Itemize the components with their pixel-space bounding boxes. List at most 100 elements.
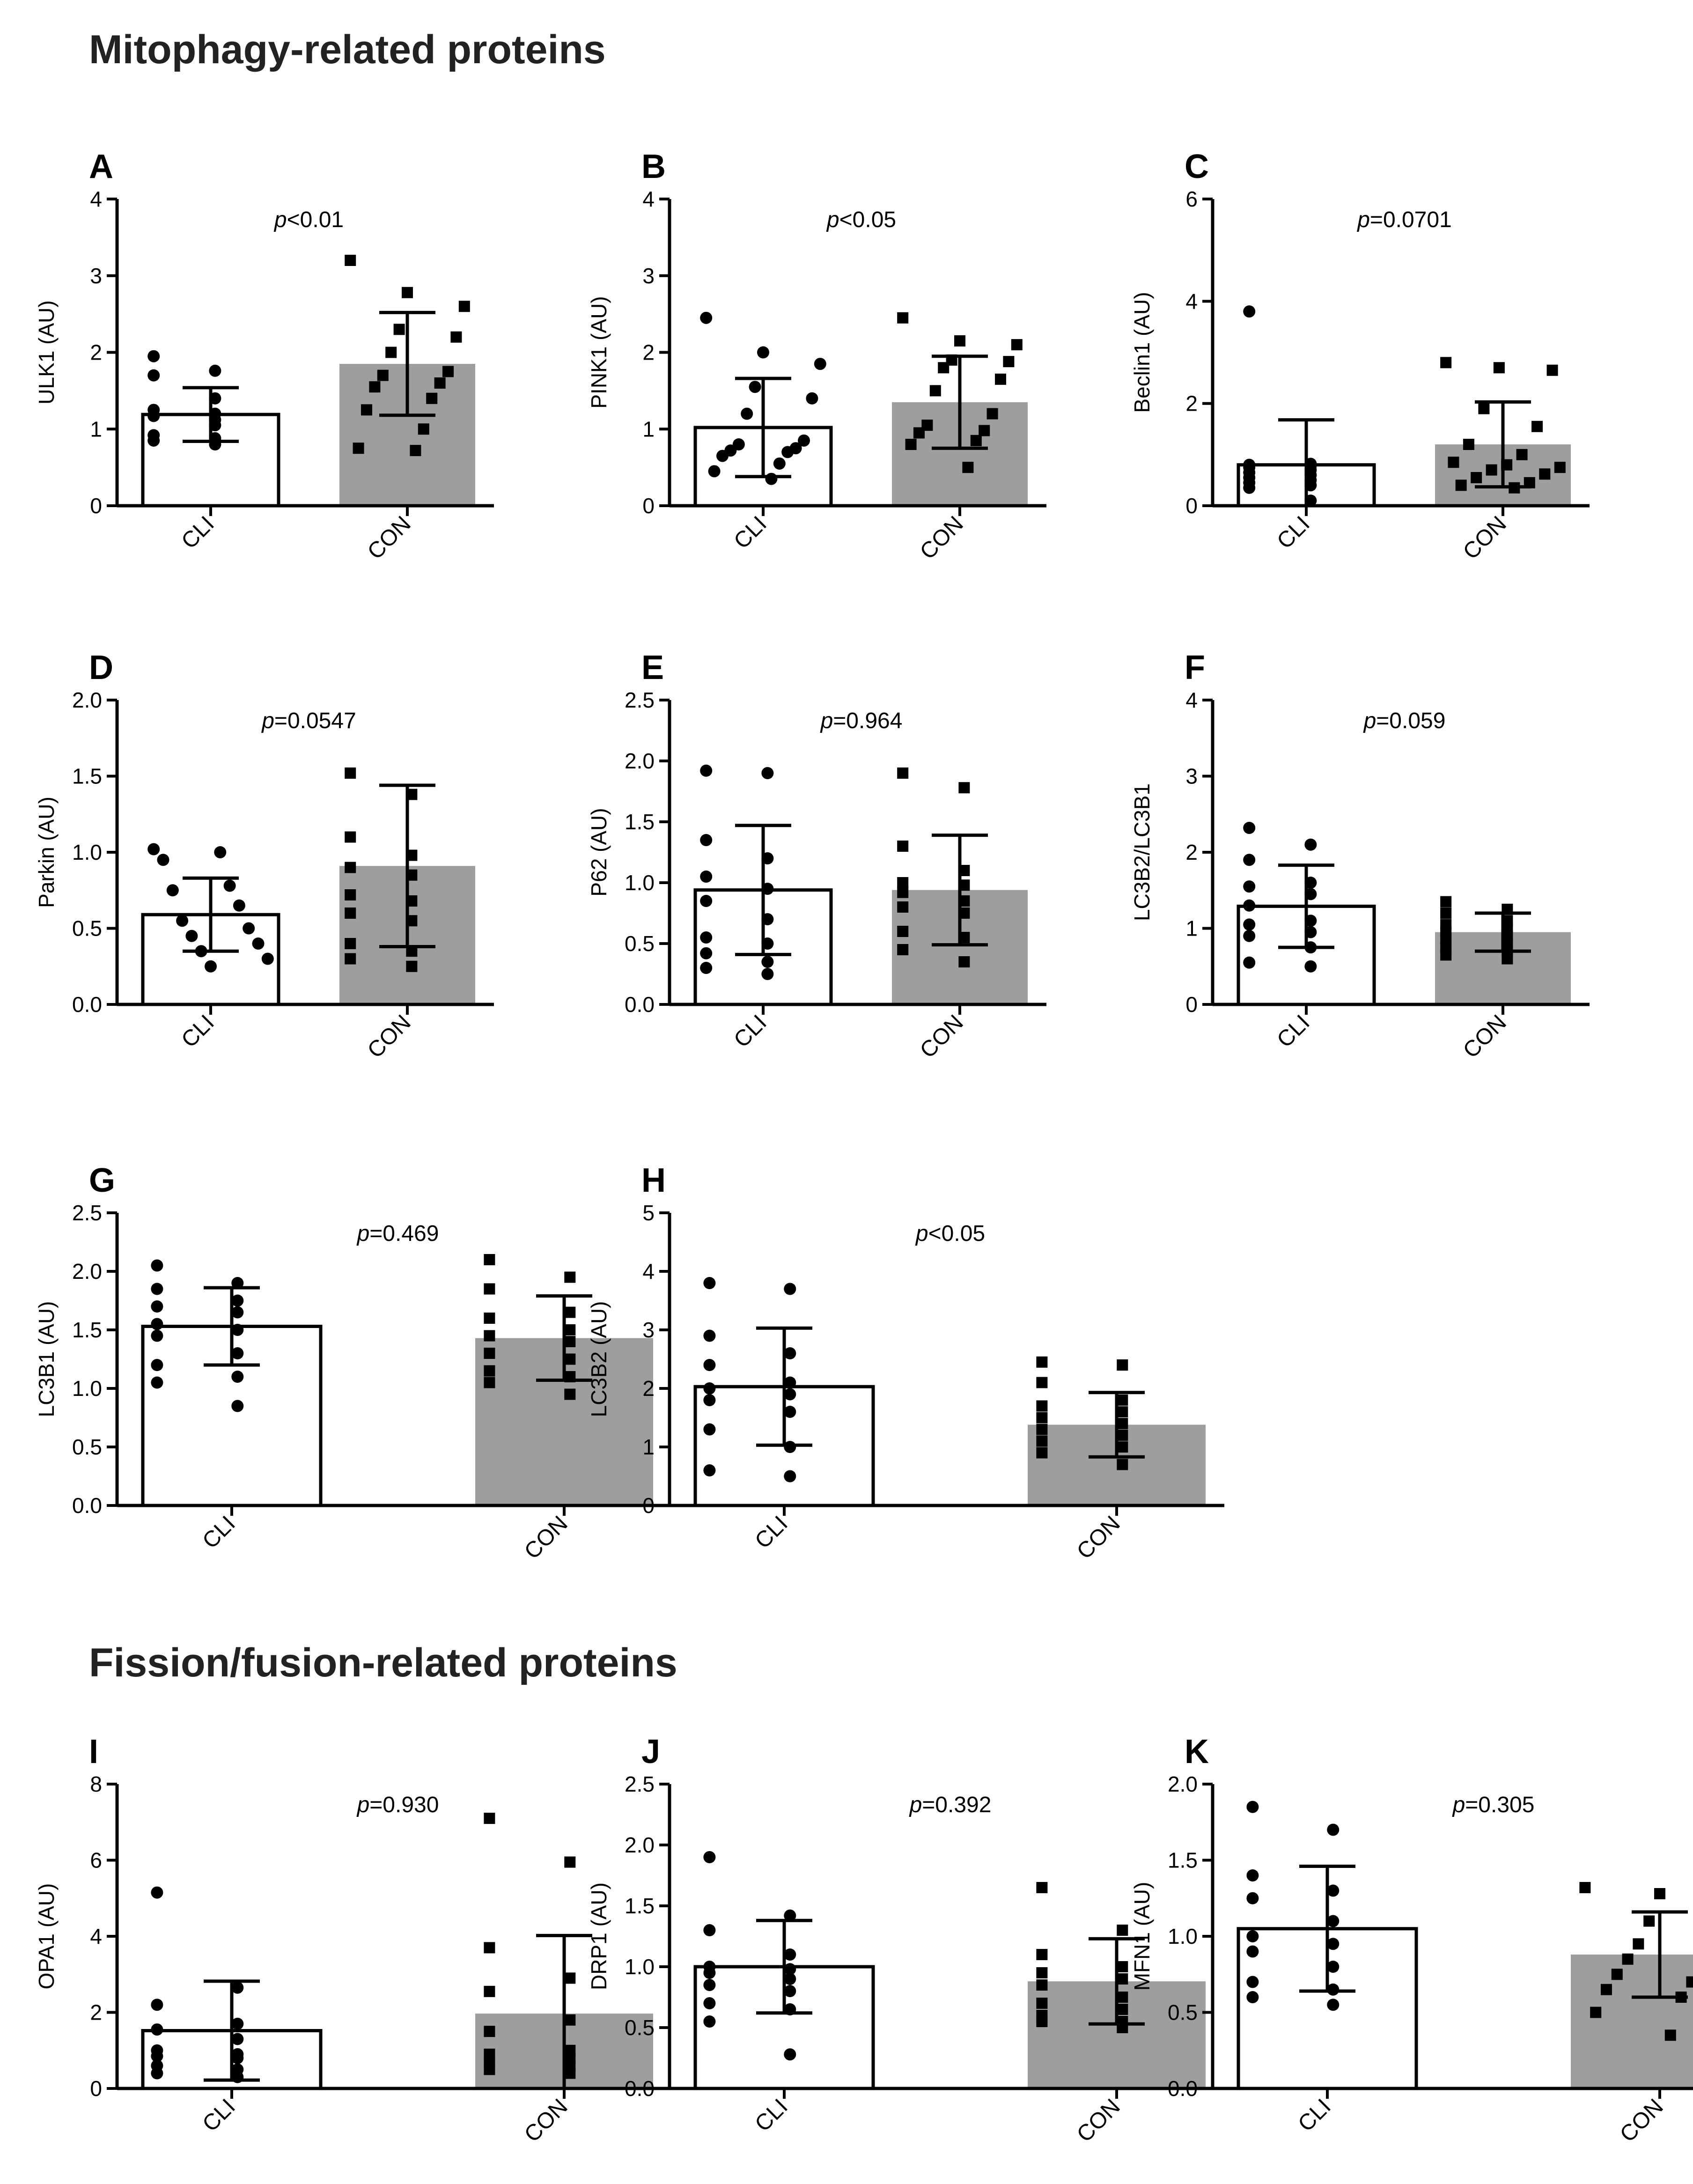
panel-a: A 0 1 2 3 4 ULK1 (AU) CLI CON p<0.01 <box>34 148 494 564</box>
y-tick-label: 2.0 <box>1168 1772 1198 1796</box>
y-tick-label: 0.0 <box>625 2076 655 2101</box>
y-tick-label: 0 <box>642 1493 655 1518</box>
data-point-con <box>484 1254 495 1265</box>
data-point-con <box>1664 2029 1676 2041</box>
data-point-con <box>1524 477 1535 488</box>
data-point-cli <box>231 1324 244 1336</box>
p-value-text: =0.964 <box>833 708 902 733</box>
panel-c: C 0 2 4 6 Beclin1 (AU) CLI CON p=0.0701 <box>1130 148 1590 564</box>
data-point-con <box>1579 1882 1591 1893</box>
data-point-con <box>958 782 970 794</box>
data-point-cli <box>243 922 255 935</box>
data-point-con <box>1036 1424 1048 1435</box>
x-tick-label: CLI <box>1272 511 1314 553</box>
data-point-cli <box>151 1318 163 1330</box>
p-value-symbol: p <box>356 1793 370 1817</box>
data-point-cli <box>151 2023 163 2036</box>
panel-k: K 0.0 0.5 1.0 1.5 2.0 MFN1 (AU) CLI CON p=0.305 <box>1130 1733 1693 2147</box>
data-point-cli <box>261 952 274 965</box>
y-tick-label: 4 <box>90 1924 102 1948</box>
data-point-con <box>1003 356 1015 368</box>
data-point-con <box>564 1336 576 1347</box>
data-point-cli <box>1243 880 1256 893</box>
y-tick-label: 1.5 <box>625 1894 655 1918</box>
data-point-con <box>1590 2007 1602 2018</box>
x-tick-label: CLI <box>1293 2094 1335 2136</box>
panel-letter: E <box>641 649 664 686</box>
data-point-cli <box>761 968 774 980</box>
data-point-con <box>1546 364 1558 376</box>
data-point-con <box>484 1283 495 1295</box>
data-point-cli <box>784 1909 796 1922</box>
section-title-mitophagy: Mitophagy-related proteins <box>89 27 606 72</box>
data-point-con <box>1633 1938 1644 1950</box>
data-point-con <box>897 877 909 888</box>
y-axis-label: ULK1 (AU) <box>34 300 59 404</box>
data-point-con <box>1611 1969 1623 1980</box>
data-point-cli <box>784 1283 796 1295</box>
p-value-label: p=0.0547 <box>261 708 356 733</box>
data-point-cli <box>761 913 774 925</box>
data-point-con <box>345 831 356 843</box>
data-point-con <box>406 945 418 957</box>
p-value-text: <0.05 <box>928 1221 985 1246</box>
data-point-con <box>564 2067 576 2079</box>
data-point-cli <box>784 1347 796 1359</box>
data-point-cli <box>798 434 810 447</box>
data-point-cli <box>151 1259 163 1272</box>
data-point-cli <box>151 1999 163 2011</box>
data-point-cli <box>1243 930 1256 942</box>
data-point-cli <box>151 1283 163 1295</box>
data-point-con <box>1509 482 1520 494</box>
p-value-label: p=0.0701 <box>1356 207 1452 232</box>
data-point-cli <box>1243 822 1256 834</box>
p-value-symbol: p <box>915 1221 928 1246</box>
y-tick-label: 2.5 <box>625 688 655 712</box>
data-point-con <box>1448 457 1459 468</box>
data-point-cli <box>1246 1976 1259 1988</box>
p-value-text: <0.05 <box>839 207 896 232</box>
y-tick-label: 1 <box>642 417 655 441</box>
panel-b: B 0 1 2 3 4 PINK1 (AU) CLI CON p<0.05 <box>587 148 1046 564</box>
data-point-cli <box>700 764 713 777</box>
data-point-con <box>1036 2016 1048 2027</box>
data-point-cli <box>1327 1938 1340 1950</box>
data-point-cli <box>231 2017 244 2030</box>
y-tick-label: 2 <box>642 1376 655 1401</box>
x-tick-label: CLI <box>729 1010 771 1052</box>
y-tick-label: 5 <box>642 1201 655 1225</box>
data-point-con <box>406 915 418 927</box>
y-tick-label: 3 <box>642 1318 655 1342</box>
data-point-con <box>1117 1973 1128 1985</box>
x-tick-label: CON <box>1458 511 1511 564</box>
data-point-con <box>938 362 950 374</box>
data-point-con <box>1539 468 1551 480</box>
data-point-cli <box>231 1371 244 1383</box>
y-tick-label: 0 <box>642 494 655 518</box>
data-point-cli <box>231 1277 244 1289</box>
data-point-con <box>345 862 356 873</box>
data-point-cli <box>703 1851 716 1863</box>
y-tick-label: 2.5 <box>72 1201 102 1225</box>
y-axis-label: LC3B1 (AU) <box>34 1301 59 1417</box>
data-point-cli <box>166 884 179 897</box>
bar-cli <box>141 1325 323 1507</box>
data-point-con <box>484 1813 495 1824</box>
data-point-con <box>1036 1400 1048 1412</box>
y-tick-label: 1.5 <box>72 1318 102 1342</box>
data-point-cli <box>1327 1999 1340 2011</box>
data-point-cli <box>773 457 786 470</box>
p-value-text: =0.305 <box>1465 1793 1534 1817</box>
data-point-cli <box>252 937 265 950</box>
data-point-con <box>564 1388 576 1400</box>
panel-letter: H <box>641 1162 666 1199</box>
data-point-cli <box>209 392 221 405</box>
data-point-cli <box>703 1924 716 1936</box>
data-point-con <box>1455 480 1467 491</box>
data-point-con <box>995 373 1006 385</box>
data-point-cli <box>231 2052 244 2064</box>
data-point-cli <box>1327 1884 1340 1897</box>
data-point-con <box>1036 1447 1048 1459</box>
